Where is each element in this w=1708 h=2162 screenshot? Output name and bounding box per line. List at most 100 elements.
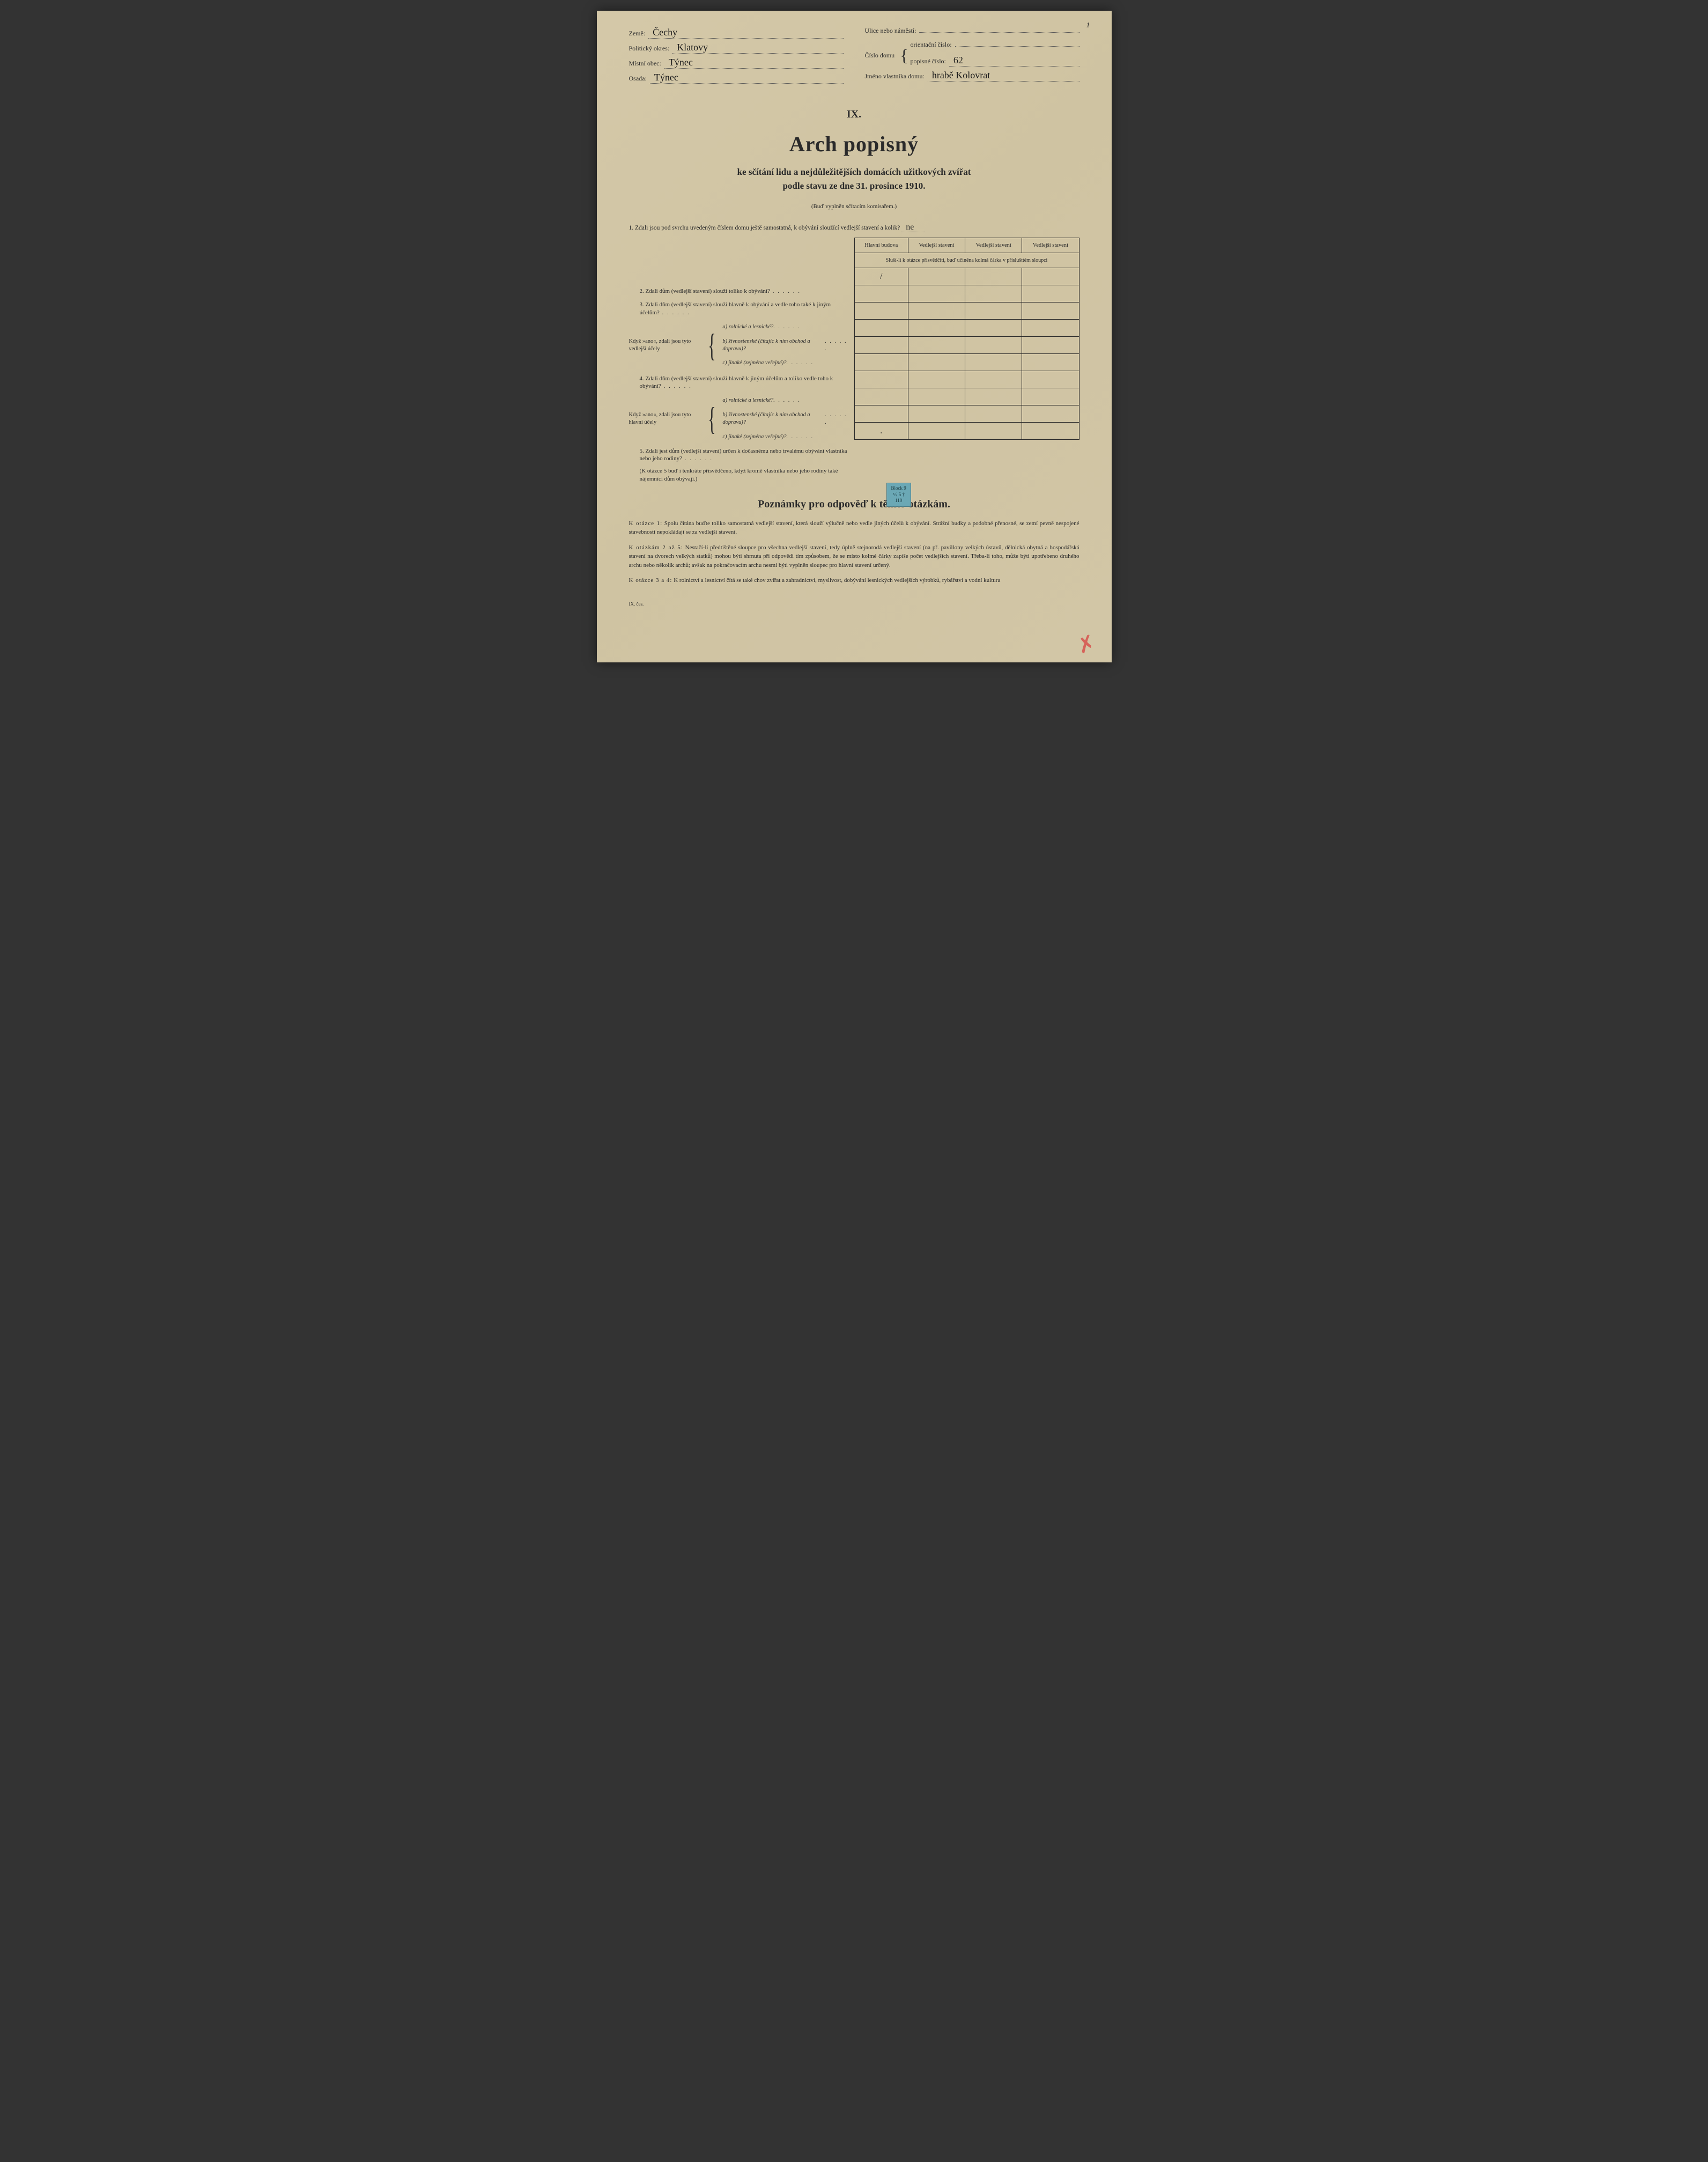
table-merged-header-row: Sluší-li k otázce přisvědčiti, buď učině… <box>854 253 1079 268</box>
osada-value: Týnec <box>650 72 844 84</box>
question-5-note: (K otázce 5 buď i tenkráte přisvědčeno, … <box>629 465 850 485</box>
table-row: . <box>854 423 1079 440</box>
field-popis: popisné číslo: 62 <box>911 55 1079 67</box>
table-row: / <box>854 268 1079 285</box>
cell <box>965 405 1022 423</box>
cell <box>1022 405 1079 423</box>
vlastnik-value: hrabě Kolovrat <box>928 70 1079 82</box>
cell <box>908 371 965 388</box>
question-1: 1. Zdali jsou pod svrchu uvedeným číslem… <box>629 223 1079 232</box>
cell <box>908 285 965 302</box>
q1-answer: ne <box>901 223 925 232</box>
cell <box>965 423 1022 440</box>
bracket-icon: { <box>708 403 715 435</box>
note3-lead: K otázce 3 a 4: <box>629 577 672 584</box>
ulice-label: Ulice nebo náměstí: <box>865 27 916 35</box>
cell: / <box>854 268 908 285</box>
cell <box>854 320 908 337</box>
instruction: (Buď vyplněn sčítacím komisařem.) <box>629 203 1079 210</box>
sub-group-a: Když »ano«, zdali jsou tyto vedlejší úče… <box>629 319 850 371</box>
sub-a-label: Když »ano«, zdali jsou tyto vedlejší úče… <box>629 338 704 352</box>
cell <box>908 388 965 405</box>
note1-lead: K otázce 1: <box>629 520 663 527</box>
subtitle-line1: ke sčítání lidu a nejdůležitějších domác… <box>737 167 971 177</box>
vlastnik-label: Jméno vlastníka domu: <box>865 72 925 80</box>
q4-text: 4. Zdali dům (vedlejší stavení) slouží h… <box>629 375 850 391</box>
cell <box>908 354 965 371</box>
zeme-label: Země: <box>629 29 646 38</box>
table-row <box>854 337 1079 354</box>
question-2: 2. Zdali dům (vedlejší stavení) slouží t… <box>629 281 850 298</box>
table-row <box>854 302 1079 320</box>
merged-header: Sluší-li k otázce přisvědčiti, buď učině… <box>854 253 1079 268</box>
field-orient: orientační číslo: <box>911 41 1079 51</box>
cell <box>854 285 908 302</box>
cell <box>1022 371 1079 388</box>
cell <box>965 371 1022 388</box>
notes-title: Poznámky pro odpověď k těmto otázkám. <box>629 498 1079 511</box>
q3-text: 3. Zdali dům (vedlejší stavení) slouží h… <box>629 301 850 317</box>
th-vedlejsi-1: Vedlejší stavení <box>908 238 965 253</box>
subtitle-line2: podle stavu ze dne 31. prosince 1910. <box>782 181 925 191</box>
cell <box>854 388 908 405</box>
note-2: K otázkám 2 až 5: Nestačí-li předtištěné… <box>629 543 1079 570</box>
th-vedlejsi-3: Vedlejší stavení <box>1022 238 1079 253</box>
cell <box>854 371 908 388</box>
th-vedlejsi-2: Vedlejší stavení <box>965 238 1022 253</box>
cell: . <box>854 423 908 440</box>
obec-label: Místní obec: <box>629 60 661 68</box>
cell <box>965 268 1022 285</box>
th-hlavni: Hlavní budova <box>854 238 908 253</box>
ulice-value <box>919 32 1079 33</box>
main-title: Arch popisný <box>629 131 1079 157</box>
cell <box>908 302 965 320</box>
obec-value: Týnec <box>664 57 844 69</box>
cell <box>854 405 908 423</box>
question-3: 3. Zdali dům (vedlejší stavení) slouží h… <box>629 298 850 319</box>
note3-text: K rolnictví a lesnictví čítá se také cho… <box>674 577 1000 584</box>
roman-numeral: IX. <box>629 108 1079 121</box>
stamp-line3: 110 <box>891 498 906 504</box>
page-number: 1 <box>1086 21 1090 30</box>
cell <box>908 405 965 423</box>
cell <box>965 354 1022 371</box>
table-row <box>854 320 1079 337</box>
question-5: 5. Zdali jest dům (vedlejší stavení) urč… <box>629 445 850 466</box>
header-fields: Země: Čechy Politický okres: Klatovy Mís… <box>629 27 1079 87</box>
block-stamp: Block 9 ᴷ⁄ₛ 5 † 110 <box>886 483 911 507</box>
field-osada: Osada: Týnec <box>629 72 844 84</box>
red-signature-mark: ✗ <box>1074 630 1099 660</box>
sub-a3: c) jinaké (zejména veřejné)? <box>722 355 849 371</box>
main-grid: 2. Zdali dům (vedlejší stavení) slouží t… <box>629 238 1079 485</box>
orient-value <box>955 46 1079 47</box>
cell <box>908 337 965 354</box>
cell <box>908 268 965 285</box>
cell <box>1022 354 1079 371</box>
popis-label: popisné číslo: <box>911 57 946 65</box>
okres-label: Politický okres: <box>629 45 670 53</box>
osada-label: Osada: <box>629 75 647 83</box>
field-zeme: Země: Čechy <box>629 27 844 39</box>
table-row <box>854 285 1079 302</box>
note-1: K otázce 1: Spolu čítána buďte toliko sa… <box>629 519 1079 537</box>
question-4: 4. Zdali dům (vedlejší stavení) slouží h… <box>629 371 850 393</box>
footer-mark: IX. čes. <box>629 601 1079 607</box>
cell <box>908 320 965 337</box>
table-header-row: Hlavní budova Vedlejší stavení Vedlejší … <box>854 238 1079 253</box>
cell <box>854 337 908 354</box>
stamp-line1: Block 9 <box>891 485 906 492</box>
field-vlastnik: Jméno vlastníka domu: hrabě Kolovrat <box>865 70 1079 82</box>
subtitle: ke sčítání lidu a nejdůležitějších domác… <box>629 165 1079 193</box>
sub-b-label: Když »ano«, zdali jsou tyto hlavní účely <box>629 411 704 426</box>
bracket-icon: { <box>900 46 908 65</box>
sub-b2: b) živnostenské (čítajíc k nim obchod a … <box>722 409 849 429</box>
cell <box>965 320 1022 337</box>
q2-text: 2. Zdali dům (vedlejší stavení) slouží t… <box>629 287 850 296</box>
cell <box>965 302 1022 320</box>
popis-value: 62 <box>949 55 1079 67</box>
note1-text: Spolu čítána buďte toliko samostatná ved… <box>629 520 1079 536</box>
answer-table-column: Hlavní budova Vedlejší stavení Vedlejší … <box>854 238 1079 485</box>
cell <box>854 354 908 371</box>
cell <box>1022 285 1079 302</box>
sub-b3: c) jinaké (zejména veřejné)? <box>722 429 849 445</box>
